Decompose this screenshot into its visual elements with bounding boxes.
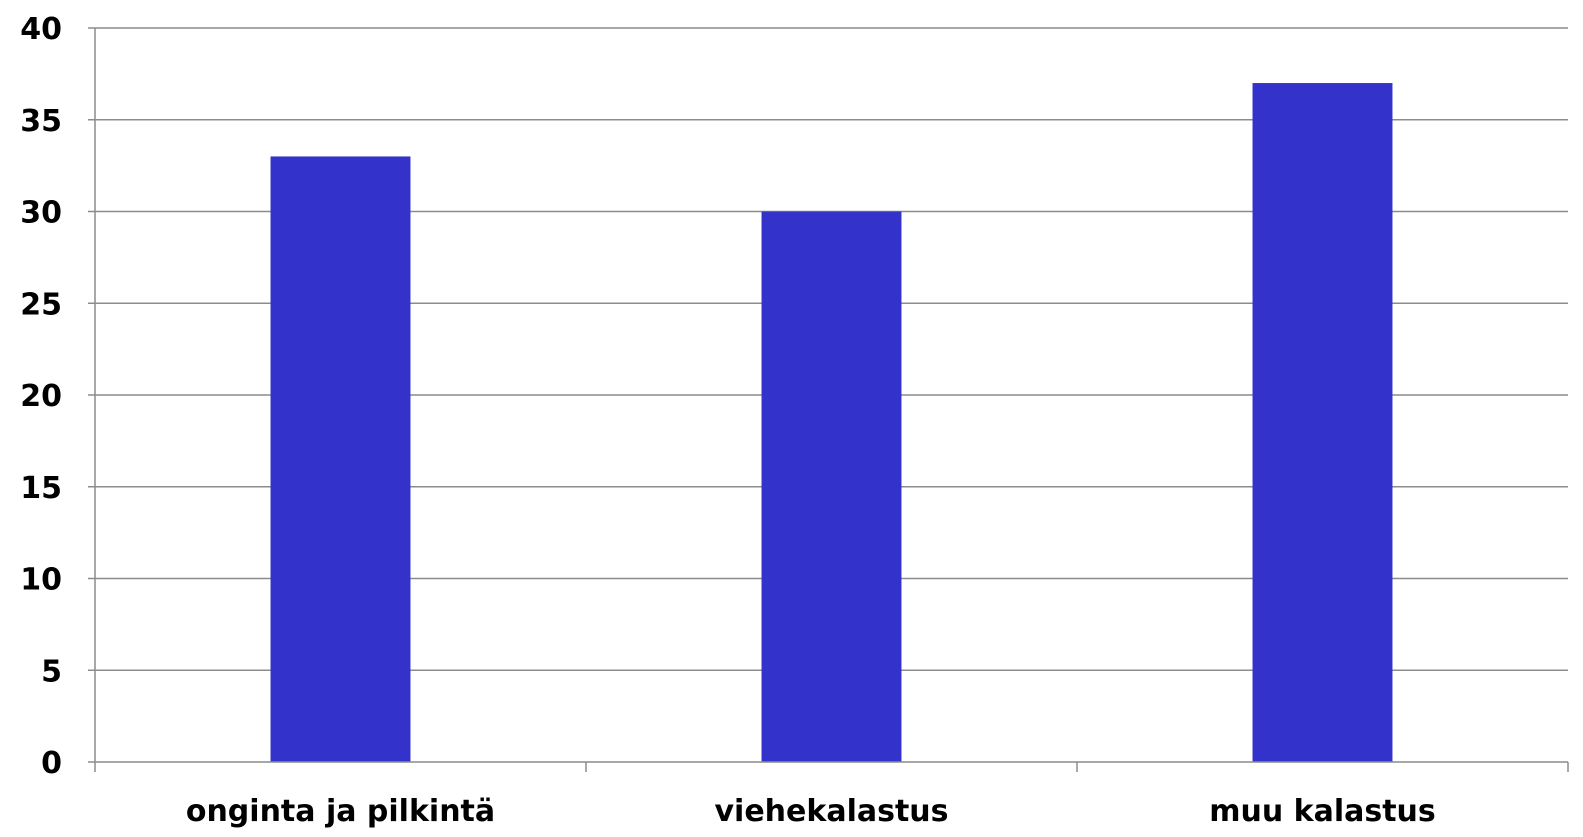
y-tick-label: 35 [20,104,62,139]
y-tick-label: 10 [20,563,62,598]
y-tick-label: 20 [20,379,62,414]
bar-2 [761,211,902,762]
labels: 0 5 10 15 20 25 30 35 40 onginta ja pilkintä viehe… [20,12,1436,829]
y-tick-label: 30 [20,196,62,231]
bars [270,83,1393,763]
y-tick-label: 25 [20,287,62,322]
y-tick-label: 40 [20,12,62,47]
bar-3 [1252,83,1393,763]
bar-1 [270,156,411,762]
x-category-label: onginta ja pilkintä [186,794,495,829]
axes [88,27,1569,772]
y-tick-label: 15 [20,471,62,506]
y-tick-label: 0 [41,746,62,781]
x-category-label: muu kalastus [1209,794,1436,829]
y-tick-label: 5 [41,654,62,689]
x-category-label: viehekalastus [714,794,948,829]
